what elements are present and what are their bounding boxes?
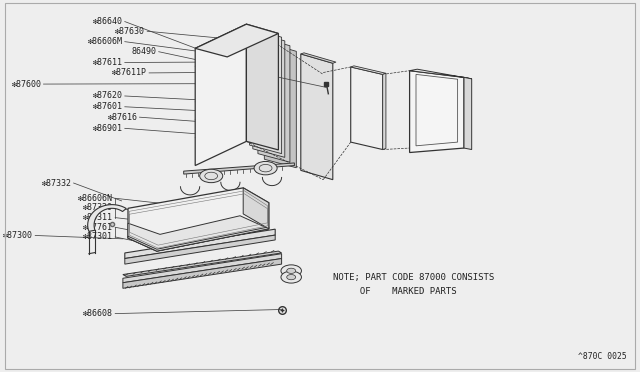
Polygon shape <box>253 32 285 157</box>
Polygon shape <box>184 163 294 174</box>
Text: ❇87320: ❇87320 <box>83 203 113 212</box>
Text: ❇86606N: ❇86606N <box>78 194 113 203</box>
Circle shape <box>200 169 223 183</box>
Polygon shape <box>250 28 282 154</box>
Polygon shape <box>301 54 333 180</box>
Polygon shape <box>383 73 386 150</box>
Text: ❇86608: ❇86608 <box>83 309 113 318</box>
Text: ❇86640: ❇86640 <box>93 17 123 26</box>
Circle shape <box>287 275 296 280</box>
Text: ❇87611P: ❇87611P <box>112 68 147 77</box>
Text: ❇87601: ❇87601 <box>93 102 123 111</box>
Polygon shape <box>128 227 269 251</box>
Circle shape <box>254 161 277 175</box>
Polygon shape <box>264 42 296 168</box>
Polygon shape <box>301 53 336 63</box>
Text: ❇87620: ❇87620 <box>93 92 123 100</box>
Text: ❇87630: ❇87630 <box>115 27 145 36</box>
Circle shape <box>287 268 296 273</box>
Text: ❇87761: ❇87761 <box>83 223 113 232</box>
Polygon shape <box>464 77 472 150</box>
Polygon shape <box>258 36 290 162</box>
Polygon shape <box>410 71 464 153</box>
Text: ❇86311: ❇86311 <box>83 213 113 222</box>
Polygon shape <box>125 229 275 259</box>
Text: ❇87611: ❇87611 <box>93 58 123 67</box>
Polygon shape <box>123 251 282 276</box>
Polygon shape <box>246 24 278 150</box>
Polygon shape <box>195 24 278 57</box>
Text: ❇87300: ❇87300 <box>3 231 33 240</box>
Text: 86490: 86490 <box>132 47 157 56</box>
Text: ❇87301: ❇87301 <box>83 232 113 241</box>
Polygon shape <box>351 67 383 150</box>
Text: ❇87616: ❇87616 <box>108 113 138 122</box>
Text: ❇87332: ❇87332 <box>42 179 72 187</box>
Polygon shape <box>243 188 269 229</box>
Text: ❇87600: ❇87600 <box>12 80 42 89</box>
Polygon shape <box>410 69 472 79</box>
Polygon shape <box>125 235 275 264</box>
Polygon shape <box>128 216 269 251</box>
Text: ❇86901: ❇86901 <box>93 124 123 133</box>
Text: ❇86606M: ❇86606M <box>88 37 123 46</box>
Text: NOTE; PART CODE 87000 CONSISTS
     OF    MARKED PARTS: NOTE; PART CODE 87000 CONSISTS OF MARKED… <box>333 273 494 296</box>
Polygon shape <box>123 259 282 288</box>
Polygon shape <box>351 66 386 74</box>
Circle shape <box>281 265 301 277</box>
Polygon shape <box>128 188 269 251</box>
Polygon shape <box>195 24 246 166</box>
Polygon shape <box>123 254 282 283</box>
Text: ^870C 0025: ^870C 0025 <box>579 352 627 361</box>
Polygon shape <box>88 205 126 231</box>
Circle shape <box>281 271 301 283</box>
